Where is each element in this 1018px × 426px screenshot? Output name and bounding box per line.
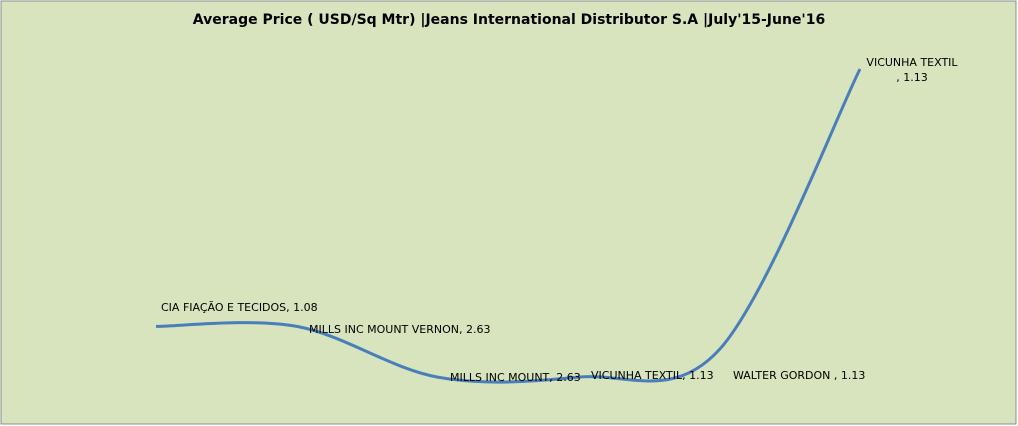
data-label: CIA FIAÇÃO E TECIDOS, 1.08: [161, 301, 318, 314]
data-label: VICUNHA TEXTIL, 1.13: [591, 369, 714, 382]
data-label: MILLS INC MOUNT, 2.63: [450, 371, 581, 384]
line: [155, 68, 862, 384]
data-label: MILLS INC MOUNT VERNON, 2.63: [309, 323, 490, 336]
chart-title: Average Price ( USD/Sq Mtr) |Jeans Inter…: [193, 12, 825, 28]
data-label: VICUNHA TEXTIL, 1.13: [866, 56, 958, 84]
data-label: WALTER GORDON , 1.13: [733, 369, 865, 382]
